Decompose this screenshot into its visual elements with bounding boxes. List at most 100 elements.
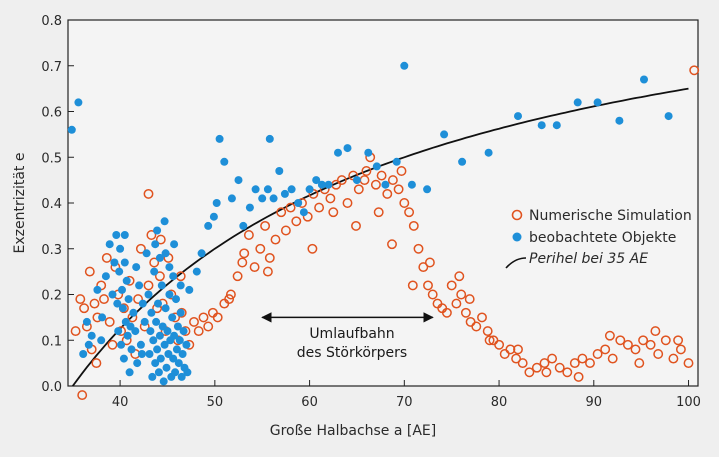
legend-label-perihel: Perihel bei 35 AE — [529, 251, 648, 267]
observed-point — [299, 208, 308, 217]
series-simulation — [70, 65, 700, 401]
observed-point — [514, 112, 522, 121]
simulation-point — [84, 266, 95, 277]
simulation-point — [370, 179, 381, 190]
simulation-point — [653, 349, 664, 359]
observed-point — [334, 148, 342, 157]
simulation-point — [260, 220, 271, 231]
simulation-point — [193, 326, 204, 337]
observed-point — [120, 258, 129, 267]
observed-point — [161, 249, 170, 258]
simulation-point — [524, 367, 535, 378]
annotation: Umlaufbahn des Störkörpers — [261, 312, 434, 361]
observed-point — [169, 354, 178, 363]
simulation-point — [622, 339, 633, 350]
simulation-point — [154, 271, 165, 282]
observed-point — [423, 185, 432, 194]
observed-point — [140, 317, 149, 326]
simulation-point — [446, 280, 457, 291]
simulation-point — [460, 307, 471, 318]
simulation-point — [387, 239, 397, 250]
observed-point — [280, 189, 289, 198]
observed-point — [133, 359, 142, 368]
observed-point — [440, 130, 449, 139]
observed-point — [161, 304, 170, 313]
simulation-point — [149, 257, 160, 268]
observed-point — [138, 299, 147, 308]
observed-point — [458, 157, 467, 166]
y-axis-title: Exzentrizität e — [12, 153, 28, 254]
series-observed — [67, 61, 673, 386]
simulation-point — [203, 321, 214, 332]
simulation-point — [393, 184, 404, 195]
observed-point — [114, 327, 123, 336]
observed-point — [87, 331, 96, 340]
observed-point — [407, 180, 416, 189]
observed-point — [125, 368, 134, 377]
observed-point — [615, 116, 624, 125]
y-tick-label: 0.7 — [41, 60, 62, 75]
observed-point — [172, 295, 180, 304]
x-tick-label: 60 — [301, 395, 318, 410]
simulation-point — [484, 335, 495, 346]
simulation-point — [387, 175, 398, 186]
simulation-point — [189, 316, 199, 327]
simulation-point — [276, 207, 287, 218]
simulation-point — [638, 335, 649, 346]
simulation-point — [143, 188, 154, 199]
simulation-point — [291, 216, 302, 227]
simulation-point — [104, 316, 115, 327]
simulation-point — [314, 202, 325, 213]
observed-point — [209, 212, 218, 221]
simulation-point — [494, 339, 505, 350]
simulation-point — [673, 335, 684, 346]
y-tick-label: 0.6 — [41, 106, 62, 121]
simulation-point — [399, 198, 410, 208]
observed-point — [343, 144, 352, 153]
observed-point — [352, 176, 361, 185]
simulation-point — [101, 252, 112, 263]
simulation-point — [77, 390, 88, 401]
simulation-point — [133, 294, 144, 305]
observed-point — [176, 308, 185, 317]
observed-point — [174, 359, 183, 368]
observed-point — [165, 263, 174, 272]
simulation-point — [554, 362, 565, 373]
x-tick-label: 90 — [586, 395, 603, 410]
observed-point — [269, 194, 278, 203]
simulation-point — [89, 298, 100, 309]
observed-point — [170, 331, 179, 340]
observed-point — [115, 267, 124, 276]
observed-point — [215, 134, 224, 143]
y-tick-label: 0.0 — [41, 380, 62, 395]
observed-point — [110, 258, 119, 267]
observed-point — [192, 267, 201, 276]
observed-point — [105, 240, 114, 249]
observed-point — [155, 253, 164, 262]
observed-point — [123, 331, 132, 340]
observed-point — [112, 231, 121, 239]
simulation-point — [547, 353, 558, 364]
simulation-point — [262, 266, 273, 277]
y-tick-label: 0.5 — [41, 151, 62, 166]
simulation-point — [511, 353, 522, 364]
simulation-point — [471, 321, 482, 332]
simulation-point — [336, 175, 347, 186]
x-tick-label: 100 — [676, 395, 701, 410]
observed-point — [593, 98, 602, 107]
observed-point — [74, 98, 83, 107]
simulation-point — [604, 330, 615, 341]
observed-point — [160, 217, 169, 226]
simulation-point — [424, 257, 435, 268]
observed-point — [160, 340, 169, 349]
simulation-point — [456, 289, 467, 300]
observed-point — [126, 322, 135, 331]
observed-point — [93, 285, 102, 294]
annotation-line-1: Umlaufbahn — [309, 326, 394, 342]
simulation-point — [423, 280, 433, 291]
observed-point — [177, 372, 186, 381]
simulation-point — [531, 362, 542, 373]
observed-point — [153, 345, 162, 354]
simulation-point — [135, 243, 146, 254]
